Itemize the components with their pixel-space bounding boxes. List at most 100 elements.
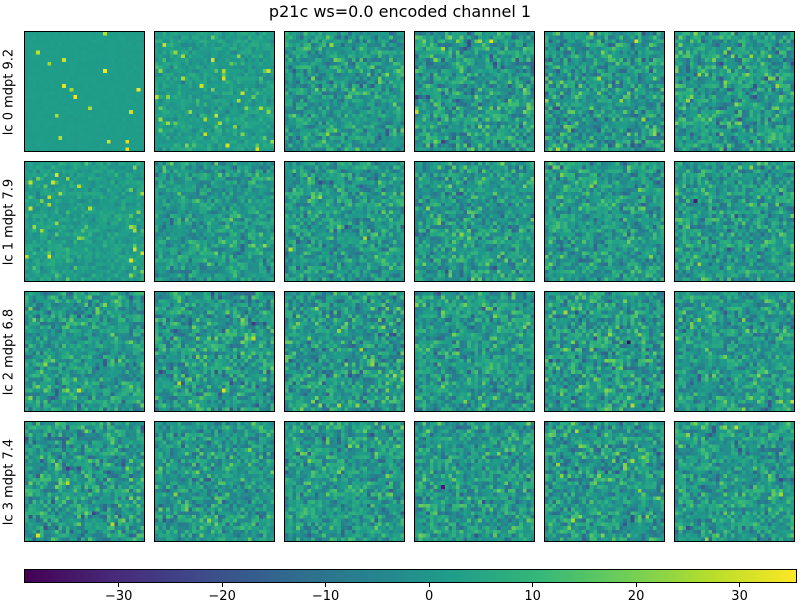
heatmap-cell xyxy=(166,95,170,99)
heatmap-cell xyxy=(311,98,315,103)
heatmap-cell xyxy=(474,69,479,73)
heatmap-cell xyxy=(65,46,70,51)
heatmap-cell xyxy=(233,121,237,126)
heatmap-cell xyxy=(366,87,371,92)
heatmap-cell xyxy=(103,128,107,133)
heatmap-cell xyxy=(47,132,52,137)
heatmap-cell xyxy=(478,58,482,62)
heatmap-cell xyxy=(370,106,375,111)
heatmap-cell xyxy=(270,43,274,47)
heatmap-cell xyxy=(121,65,126,70)
heatmap-cell xyxy=(455,43,460,47)
heatmap-cell xyxy=(80,117,85,122)
heatmap-cell xyxy=(530,69,534,73)
heatmap-cell xyxy=(511,69,516,73)
heatmap-cell xyxy=(359,128,364,133)
heatmap-cell xyxy=(333,117,338,122)
heatmap-cell xyxy=(530,61,534,66)
heatmap-cell xyxy=(526,132,531,137)
heatmap-cell xyxy=(36,147,40,151)
heatmap-cell xyxy=(355,106,360,111)
heatmap-cell xyxy=(88,106,92,111)
heatmap-cell xyxy=(307,84,312,88)
heatmap-cell xyxy=(77,35,81,40)
heatmap-cell xyxy=(229,102,234,107)
heatmap-cell xyxy=(426,35,430,40)
heatmap-cell xyxy=(571,87,575,92)
heatmap-cell xyxy=(65,84,70,88)
heatmap-cell xyxy=(604,35,609,40)
heatmap-cell xyxy=(155,43,159,47)
heatmap-cell xyxy=(307,117,312,122)
heatmap-cell xyxy=(600,117,605,122)
heatmap-cell xyxy=(467,72,471,77)
heatmap-cell xyxy=(314,147,319,151)
heatmap-cell xyxy=(77,139,81,144)
heatmap-cell xyxy=(470,124,475,129)
heatmap-cell xyxy=(589,117,594,122)
heatmap-cell xyxy=(114,76,119,81)
heatmap-cell xyxy=(467,69,471,73)
heatmap-cell xyxy=(251,32,256,36)
heatmap-cell xyxy=(181,121,185,126)
heatmap-cell xyxy=(567,35,572,40)
heatmap-cell xyxy=(299,50,304,55)
heatmap-cell xyxy=(381,69,386,73)
heatmap-cell xyxy=(485,54,490,59)
heatmap-cell xyxy=(337,110,341,114)
heatmap-cell xyxy=(129,61,133,66)
heatmap-cell xyxy=(307,139,312,144)
heatmap-cell xyxy=(181,98,185,103)
heatmap-cell xyxy=(103,113,107,118)
heatmap-cell xyxy=(214,95,219,99)
heatmap-cell xyxy=(593,91,598,96)
heatmap-cell xyxy=(288,61,293,66)
heatmap-cell xyxy=(218,65,222,70)
heatmap-cell xyxy=(69,91,74,96)
heatmap-cell xyxy=(262,117,267,122)
heatmap-cell xyxy=(91,147,96,151)
heatmap-cell xyxy=(381,143,386,148)
heatmap-cell xyxy=(69,50,74,55)
heatmap-cell xyxy=(366,32,371,36)
heatmap-cell xyxy=(25,72,29,77)
heatmap-cell xyxy=(203,84,208,88)
heatmap-cell xyxy=(184,72,189,77)
heatmap-cell xyxy=(325,61,330,66)
heatmap-cell xyxy=(515,102,520,107)
heatmap-cell xyxy=(559,84,564,88)
heatmap-cell xyxy=(77,128,81,133)
heatmap-cell xyxy=(244,69,249,73)
heatmap-cell xyxy=(244,87,249,92)
heatmap-cell xyxy=(355,147,360,151)
heatmap-cell xyxy=(129,110,133,114)
heatmap-cell xyxy=(140,84,144,88)
heatmap-cell xyxy=(240,65,245,70)
heatmap-cell xyxy=(166,80,170,85)
heatmap-cell xyxy=(221,147,226,151)
heatmap-cell xyxy=(574,32,579,36)
heatmap-cell xyxy=(422,61,427,66)
heatmap-cell xyxy=(656,124,661,129)
heatmap-cell xyxy=(467,43,471,47)
heatmap-cell xyxy=(292,124,297,129)
heatmap-cell xyxy=(500,102,505,107)
heatmap-cell xyxy=(51,72,55,77)
heatmap-cell xyxy=(117,39,122,44)
heatmap-cell xyxy=(337,50,341,55)
heatmap-cell xyxy=(77,65,81,70)
heatmap-cell xyxy=(459,147,464,151)
heatmap-cell xyxy=(210,76,215,81)
heatmap-cell xyxy=(478,32,482,36)
heatmap-cell xyxy=(559,80,564,85)
heatmap-cell xyxy=(444,136,449,140)
heatmap-cell xyxy=(519,139,523,144)
heatmap-cell xyxy=(459,35,464,40)
heatmap-cell xyxy=(80,139,85,144)
heatmap-cell xyxy=(489,113,494,118)
heatmap-cell xyxy=(140,106,144,111)
heatmap-cell xyxy=(459,87,464,92)
heatmap-cell xyxy=(43,102,48,107)
heatmap-cell xyxy=(91,132,96,137)
heatmap-cell xyxy=(585,80,590,85)
